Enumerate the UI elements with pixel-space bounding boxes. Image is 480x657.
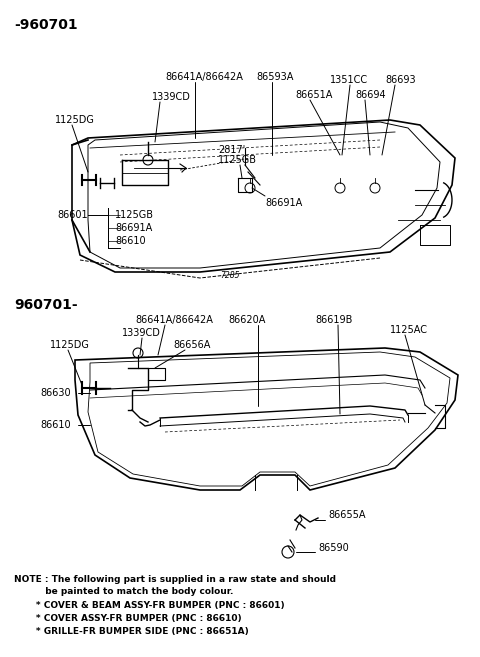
Text: 86590: 86590 xyxy=(318,543,349,553)
Text: * COVER & BEAM ASSY-FR BUMPER (PNC : 86601): * COVER & BEAM ASSY-FR BUMPER (PNC : 866… xyxy=(14,601,285,610)
Text: 1125GB: 1125GB xyxy=(218,155,257,165)
Text: 86655A: 86655A xyxy=(328,510,365,520)
Text: 86641A/86642A: 86641A/86642A xyxy=(165,72,243,82)
Text: 86693: 86693 xyxy=(385,75,416,85)
Text: 86593A: 86593A xyxy=(256,72,293,82)
Text: 1125AC: 1125AC xyxy=(390,325,428,335)
Text: 1351CC: 1351CC xyxy=(330,75,368,85)
Text: 86601: 86601 xyxy=(57,210,88,220)
Text: 86619B: 86619B xyxy=(315,315,352,325)
Text: -960701: -960701 xyxy=(14,18,78,32)
Text: 2817': 2817' xyxy=(218,145,245,155)
Text: 86630: 86630 xyxy=(40,388,71,398)
Text: 86641A/86642A: 86641A/86642A xyxy=(135,315,213,325)
Text: 86651A: 86651A xyxy=(295,90,332,100)
Text: 86620A: 86620A xyxy=(228,315,265,325)
Text: 7285: 7285 xyxy=(220,271,240,279)
Text: 1339CD: 1339CD xyxy=(122,328,161,338)
Text: 86610: 86610 xyxy=(40,420,71,430)
Text: NOTE : The following part is supplied in a raw state and should: NOTE : The following part is supplied in… xyxy=(14,575,336,584)
Text: * COVER ASSY-FR BUMPER (PNC : 86610): * COVER ASSY-FR BUMPER (PNC : 86610) xyxy=(14,614,241,623)
Text: 86691A: 86691A xyxy=(265,198,302,208)
Text: 86610: 86610 xyxy=(115,236,145,246)
Text: be painted to match the body colour.: be painted to match the body colour. xyxy=(14,587,233,596)
Text: 1125DG: 1125DG xyxy=(55,115,95,125)
Text: 86656A: 86656A xyxy=(173,340,210,350)
Text: * GRILLE-FR BUMPER SIDE (PNC : 86651A): * GRILLE-FR BUMPER SIDE (PNC : 86651A) xyxy=(14,627,249,636)
Text: 1125DG: 1125DG xyxy=(50,340,90,350)
Text: 86694: 86694 xyxy=(355,90,385,100)
Text: 1339CD: 1339CD xyxy=(152,92,191,102)
Text: 960701-: 960701- xyxy=(14,298,78,312)
Text: 1125GB: 1125GB xyxy=(115,210,154,220)
Text: 86691A: 86691A xyxy=(115,223,152,233)
